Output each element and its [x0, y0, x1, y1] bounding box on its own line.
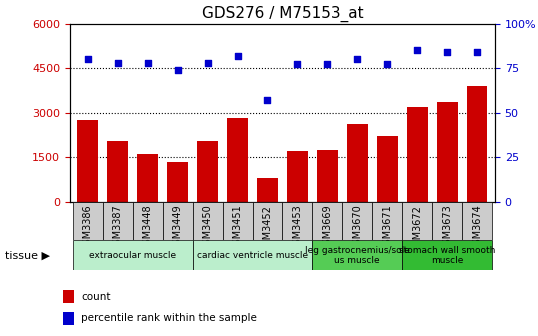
Bar — [432, 202, 462, 240]
Text: GSM3453: GSM3453 — [293, 205, 302, 251]
Text: percentile rank within the sample: percentile rank within the sample — [81, 313, 257, 323]
Bar — [167, 162, 188, 202]
Bar — [103, 202, 133, 240]
Bar — [193, 202, 223, 240]
Bar — [223, 202, 252, 240]
Bar — [313, 240, 402, 270]
Text: GSM3451: GSM3451 — [232, 205, 243, 251]
Bar — [63, 312, 74, 325]
Text: GSM3670: GSM3670 — [352, 205, 362, 251]
Bar — [347, 124, 368, 202]
Bar — [402, 202, 432, 240]
Text: GSM3386: GSM3386 — [83, 205, 93, 251]
Point — [473, 49, 482, 55]
Bar — [377, 136, 398, 202]
Text: stomach wall smooth
muscle: stomach wall smooth muscle — [399, 246, 495, 265]
Bar — [193, 240, 313, 270]
Bar — [77, 120, 98, 202]
Text: GSM3387: GSM3387 — [113, 205, 123, 251]
Point — [263, 97, 272, 103]
Bar — [372, 202, 402, 240]
Point — [173, 67, 182, 73]
Text: GSM3449: GSM3449 — [173, 205, 183, 251]
Text: GSM3674: GSM3674 — [472, 205, 482, 251]
Text: extraocular muscle: extraocular muscle — [89, 251, 176, 260]
Bar — [313, 202, 342, 240]
Bar — [73, 202, 103, 240]
Point — [83, 56, 92, 62]
Text: GSM3673: GSM3673 — [442, 205, 452, 251]
Text: cardiac ventricle muscle: cardiac ventricle muscle — [197, 251, 308, 260]
Bar — [402, 240, 492, 270]
Bar — [137, 154, 158, 202]
Bar — [282, 202, 313, 240]
Bar — [317, 150, 338, 202]
Point — [353, 56, 362, 62]
Text: leg gastrocnemius/sole
us muscle: leg gastrocnemius/sole us muscle — [305, 246, 410, 265]
Point — [383, 62, 392, 67]
Bar — [287, 151, 308, 202]
Bar — [197, 141, 218, 202]
Bar — [162, 202, 193, 240]
Point — [114, 60, 122, 66]
Point — [144, 60, 152, 66]
Text: tissue ▶: tissue ▶ — [5, 250, 51, 260]
Bar — [252, 202, 282, 240]
Bar — [462, 202, 492, 240]
Text: GSM3672: GSM3672 — [412, 205, 422, 252]
Bar — [466, 86, 487, 202]
Text: GSM3450: GSM3450 — [203, 205, 213, 251]
Bar — [437, 102, 457, 202]
Bar — [227, 119, 248, 202]
Text: GSM3452: GSM3452 — [263, 205, 272, 252]
Text: count: count — [81, 292, 111, 301]
Bar — [63, 290, 74, 303]
Bar — [133, 202, 162, 240]
Point — [293, 62, 302, 67]
Bar — [407, 107, 428, 202]
Text: GSM3671: GSM3671 — [382, 205, 392, 251]
Bar — [108, 141, 128, 202]
Bar — [257, 178, 278, 202]
Title: GDS276 / M75153_at: GDS276 / M75153_at — [202, 6, 363, 22]
Point — [233, 53, 242, 58]
Text: GSM3669: GSM3669 — [322, 205, 332, 251]
Point — [443, 49, 451, 55]
Text: GSM3448: GSM3448 — [143, 205, 153, 251]
Point — [413, 47, 421, 53]
Point — [203, 60, 212, 66]
Bar — [73, 240, 193, 270]
Bar — [342, 202, 372, 240]
Point — [323, 62, 331, 67]
